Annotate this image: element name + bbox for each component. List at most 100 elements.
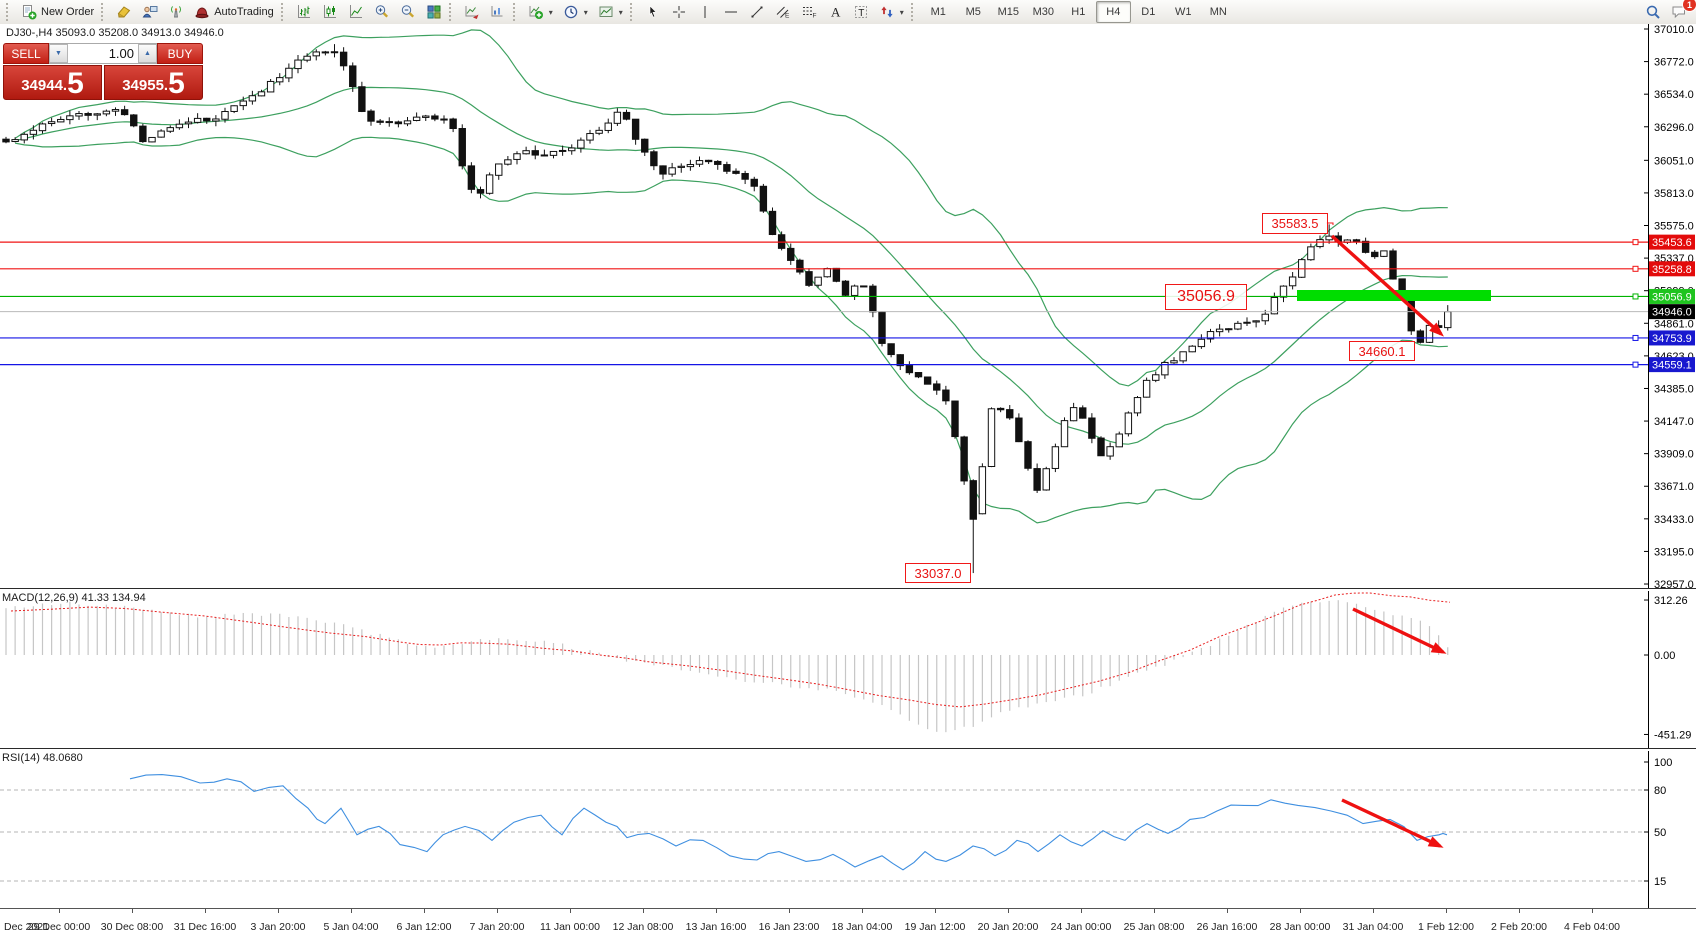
price-annotation-label[interactable]: 33037.0: [905, 563, 971, 583]
timeframe-h1-button[interactable]: H1: [1071, 6, 1086, 18]
zoom-in-button[interactable]: [369, 0, 395, 24]
time-axis-tick: [1081, 909, 1082, 913]
horizontal-line-tool-button[interactable]: [718, 0, 744, 24]
volume-decrease-button[interactable]: ▼: [49, 44, 68, 63]
bear-candle: [531, 150, 539, 156]
rsi-panel-canvas[interactable]: 100 80 50 15: [0, 751, 1696, 908]
sell-button[interactable]: SELL: [3, 43, 49, 64]
volume-increase-button[interactable]: ▲: [138, 44, 157, 63]
price-axis-label: 33671.0: [1654, 481, 1694, 493]
trendline-tool-button[interactable]: [744, 0, 770, 24]
price-annotation-label[interactable]: 35583.5: [1262, 213, 1328, 234]
new-chart-button[interactable]: [459, 0, 485, 24]
level-line-handle[interactable]: [1632, 361, 1639, 368]
timeframe-m30-button[interactable]: M30: [1032, 6, 1054, 18]
bull-candle: [303, 55, 311, 61]
timeframe-m5-button[interactable]: M5: [965, 6, 981, 18]
toolbar-group-handle[interactable]: [910, 3, 917, 21]
price-annotation-label[interactable]: 34660.1: [1349, 341, 1415, 361]
text-tool-button[interactable]: A: [822, 0, 848, 24]
vertical-line-tool-button[interactable]: [692, 0, 718, 24]
bull-candle: [1288, 276, 1297, 287]
autotrading-button[interactable]: AutoTrading: [189, 0, 279, 24]
toolbar-group-handle[interactable]: [101, 3, 107, 21]
search-button[interactable]: [1640, 0, 1666, 24]
expert-advisors-button[interactable]: [137, 0, 163, 24]
level-line-handle[interactable]: [1632, 293, 1639, 300]
signals-button[interactable]: [163, 0, 189, 24]
candlestick-chart-button[interactable]: [317, 0, 343, 24]
rsi-line: [129, 774, 1448, 871]
timeframe-d1-button[interactable]: D1: [1141, 6, 1156, 18]
price-chart-canvas[interactable]: 37010.0 36772.0 36534.0 36296.0 36051.0 35813…: [0, 24, 1696, 588]
macd-panel-canvas[interactable]: 312.26 0.00 -451.29: [0, 591, 1696, 748]
timeframe-m1-button[interactable]: M1: [930, 6, 946, 18]
chevron-down-icon[interactable]: ▾: [583, 7, 588, 17]
arrows-tool-button[interactable]: ▾: [874, 0, 909, 24]
bear-candle: [467, 165, 476, 190]
chevron-down-icon[interactable]: ▾: [899, 7, 904, 17]
toolbar-group-handle[interactable]: [512, 3, 519, 21]
trend-arrow[interactable]: [1341, 798, 1441, 848]
trend-arrow[interactable]: [1352, 607, 1444, 654]
volume-input[interactable]: [68, 44, 138, 63]
price-axis-label: 33195.0: [1654, 546, 1694, 558]
bull-candle: [1133, 397, 1142, 414]
time-axis-label: 1 Feb 12:00: [1417, 921, 1475, 933]
bull-candle: [385, 121, 393, 124]
notifications-button[interactable]: 1: [1666, 0, 1696, 24]
zoom-out-button[interactable]: [395, 0, 421, 24]
bull-candle: [248, 95, 257, 102]
volume-control: ▼ ▲: [49, 43, 157, 64]
equidistant-channel-tool-button[interactable]: E: [770, 0, 796, 24]
cursor-tool-button[interactable]: [640, 0, 666, 24]
tile-windows-button[interactable]: [421, 0, 447, 24]
toolbar-group-handle[interactable]: [6, 3, 12, 21]
support-resistance-zone[interactable]: [1297, 290, 1491, 301]
bear-candle: [1033, 468, 1041, 491]
level-line-handle[interactable]: [1632, 334, 1639, 341]
bull-candle: [686, 164, 695, 168]
bar-chart-button[interactable]: [291, 0, 317, 24]
crosshair-tool-button[interactable]: [666, 0, 692, 24]
trend-arrow-head: [1429, 322, 1444, 337]
new-order-button[interactable]: New Order: [16, 0, 99, 24]
bull-candle: [558, 149, 567, 152]
chevron-down-icon[interactable]: ▾: [548, 7, 553, 17]
price-annotation-label[interactable]: 35056.9: [1165, 284, 1247, 310]
toolbar-group-handle[interactable]: [280, 3, 287, 21]
bull-candle: [11, 139, 19, 143]
price-axis-label: 33433.0: [1654, 514, 1694, 526]
bull-candle: [440, 118, 448, 121]
trend-arrow[interactable]: [1330, 234, 1443, 336]
buy-button[interactable]: BUY: [157, 43, 203, 64]
timeframe-m15-button[interactable]: M15: [997, 6, 1019, 18]
level-line-handle[interactable]: [1632, 265, 1639, 272]
timeframe-h4-button[interactable]: H4: [1095, 1, 1131, 23]
indicators-button[interactable]: ▾: [523, 0, 558, 24]
profiles-button[interactable]: [485, 0, 511, 24]
timeframe-mn-button[interactable]: MN: [1209, 6, 1227, 18]
sell-price[interactable]: 34944 . 5: [3, 65, 102, 100]
toolbar-group-handle[interactable]: [629, 3, 636, 21]
level-line-handle[interactable]: [1632, 239, 1639, 246]
periods-button[interactable]: ▾: [558, 0, 593, 24]
macd-signal-line: [10, 592, 1451, 708]
bollinger-band-upper: [14, 29, 1448, 387]
line-chart-icon: [348, 4, 364, 20]
chevron-down-icon[interactable]: ▾: [618, 7, 623, 17]
styler-button[interactable]: [111, 0, 137, 24]
line-chart-button[interactable]: [343, 0, 369, 24]
bear-candle: [759, 185, 768, 212]
toolbar-group-handle[interactable]: [448, 3, 455, 21]
time-axis-tick: [716, 909, 717, 913]
price-tag: [1649, 288, 1695, 304]
buy-price[interactable]: 34955 . 5: [104, 65, 203, 100]
notification-badge: 1: [1682, 0, 1696, 12]
fibonacci-tool-button[interactable]: F: [796, 0, 822, 24]
text-label-tool-button[interactable]: T: [848, 0, 874, 24]
bull-candle: [1243, 321, 1251, 324]
timeframe-w1-button[interactable]: W1: [1175, 6, 1192, 18]
time-axis[interactable]: Dec 2021 29 Dec 00:00 30 Dec 08:00 31 Dec 1…: [0, 908, 1696, 940]
templates-button[interactable]: ▾: [593, 0, 628, 24]
